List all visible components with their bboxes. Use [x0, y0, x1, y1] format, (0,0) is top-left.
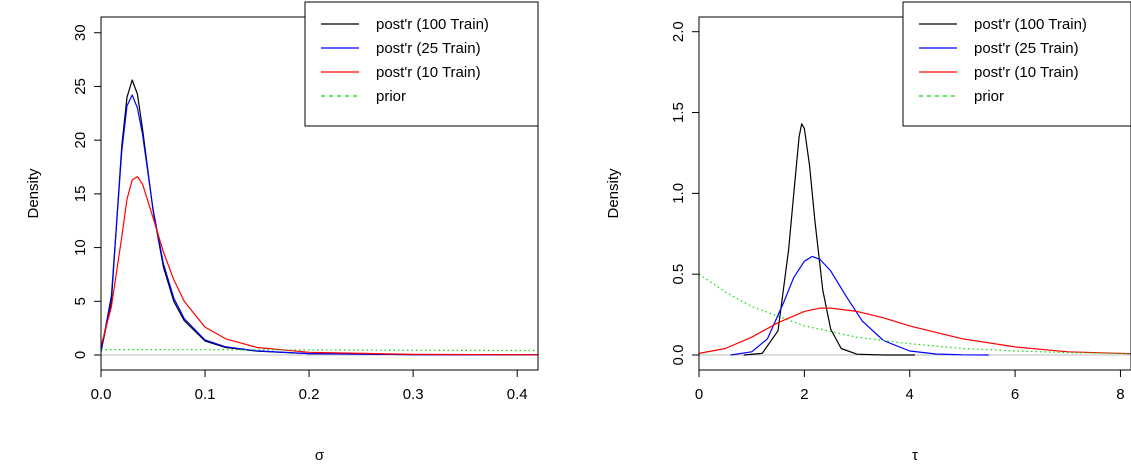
y-tick-label: 20: [72, 132, 89, 149]
y-axis-label: Density: [605, 168, 622, 219]
sigma-density-panel: 0 5 10 15 20 25 30 0.0 0.1 0.2 0.3 0.4 σ Density post'…: [25, 1, 539, 464]
series-line-1: [730, 255, 989, 356]
x-tick-label: 0.1: [195, 386, 216, 403]
x-tick-label: 4: [906, 386, 914, 403]
tau-density-panel: 0.0 0.5 1.0 1.5 2.0 0 2 4 6 8 τ Density post'r (100 …: [605, 1, 1131, 464]
series-line-3: [101, 349, 538, 352]
y-tick-label: 15: [72, 186, 89, 203]
y-tick-label: 5: [72, 297, 89, 305]
y-tick-label: 0.5: [670, 264, 687, 285]
legend-label: post'r (100 Train): [376, 16, 489, 33]
x-axis-label: τ: [912, 447, 918, 464]
legend-label: post'r (10 Train): [376, 64, 481, 81]
series-group: [101, 79, 538, 356]
legend-box: [902, 1, 1131, 127]
legend-label: prior: [376, 88, 406, 105]
y-tick-label: 1.5: [670, 102, 687, 123]
y-tick-label: 25: [72, 78, 89, 95]
series-line-3: [699, 273, 1131, 355]
legend-label: post'r (25 Train): [376, 40, 481, 57]
y-axis-label: Density: [25, 168, 42, 219]
y-tick-label: 10: [72, 239, 89, 256]
legend-label: post'r (25 Train): [974, 40, 1079, 57]
x-tick-label: 0.3: [403, 386, 424, 403]
y-tick-label: 2.0: [670, 21, 687, 42]
y-tick-label: 30: [72, 24, 89, 41]
series-line-2: [101, 176, 538, 356]
legend-box: [304, 1, 539, 127]
y-tick-label: 1.0: [670, 183, 687, 204]
x-tick-label: 6: [1011, 386, 1019, 403]
legend-label: post'r (10 Train): [974, 64, 1079, 81]
x-tick-label: 0.2: [299, 386, 320, 403]
x-tick-label: 0.0: [91, 386, 112, 403]
x-tick-label: 0: [695, 386, 703, 403]
legend-label: prior: [974, 88, 1004, 105]
legend-label: post'r (100 Train): [974, 16, 1087, 33]
series-line-1: [101, 94, 538, 356]
legend: post'r (100 Train) post'r (25 Train) post'…: [304, 1, 539, 127]
y-tick-label: 0.0: [670, 345, 687, 366]
x-tick-label: 2: [800, 386, 808, 403]
x-tick-label: 8: [1116, 386, 1124, 403]
x-axis-label: σ: [315, 447, 325, 464]
series-group: [699, 123, 1131, 356]
y-tick-label: 0: [72, 351, 89, 359]
x-tick-label: 0.4: [507, 386, 528, 403]
series-line-0: [743, 123, 915, 356]
legend: post'r (100 Train) post'r (25 Train) post'…: [902, 1, 1131, 127]
series-line-2: [699, 307, 1131, 355]
